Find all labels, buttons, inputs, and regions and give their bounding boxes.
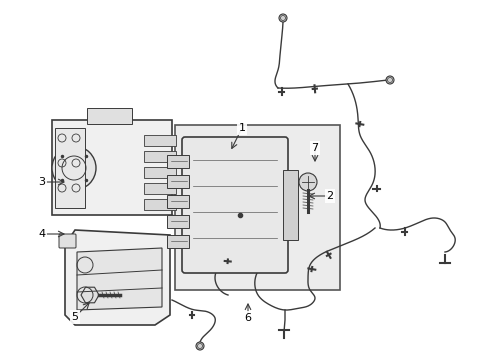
Text: 3: 3 bbox=[39, 177, 45, 187]
Bar bbox=[167, 235, 189, 248]
Bar bbox=[55, 128, 85, 208]
Text: 6: 6 bbox=[244, 313, 251, 323]
Bar bbox=[143, 135, 176, 146]
Bar bbox=[283, 170, 297, 240]
Circle shape bbox=[196, 342, 203, 350]
Text: 2: 2 bbox=[326, 191, 333, 201]
Circle shape bbox=[298, 173, 316, 191]
Bar bbox=[167, 215, 189, 228]
Bar bbox=[52, 120, 172, 215]
FancyBboxPatch shape bbox=[59, 234, 76, 248]
Bar bbox=[143, 151, 176, 162]
Bar bbox=[175, 125, 339, 290]
Circle shape bbox=[385, 76, 393, 84]
Bar bbox=[87, 108, 132, 124]
Polygon shape bbox=[65, 230, 170, 325]
Polygon shape bbox=[81, 287, 99, 303]
Bar bbox=[167, 175, 189, 188]
Text: 1: 1 bbox=[238, 123, 245, 133]
Polygon shape bbox=[77, 248, 162, 310]
Bar bbox=[167, 195, 189, 208]
FancyBboxPatch shape bbox=[182, 137, 287, 273]
Bar bbox=[143, 167, 176, 178]
Text: 4: 4 bbox=[39, 229, 45, 239]
Bar bbox=[167, 155, 189, 168]
Circle shape bbox=[279, 14, 286, 22]
Bar bbox=[143, 199, 176, 210]
Text: 5: 5 bbox=[71, 312, 79, 322]
Text: 7: 7 bbox=[311, 143, 318, 153]
Bar bbox=[143, 183, 176, 194]
Circle shape bbox=[52, 146, 96, 190]
